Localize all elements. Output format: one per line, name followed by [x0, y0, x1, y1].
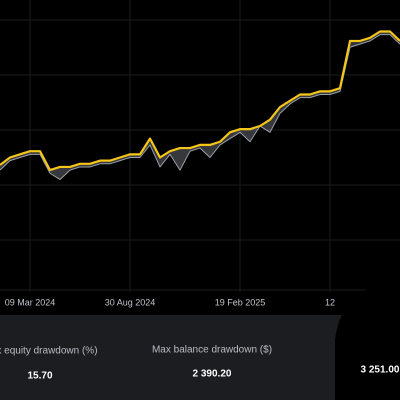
stat-label: Max balance drawdown ($) [152, 345, 272, 356]
x-tick-label: 30 Aug 2024 [105, 297, 156, 307]
balance-line [0, 30, 400, 172]
chart-background [0, 0, 400, 315]
stat-value: 3 251.00 [361, 365, 400, 376]
stat-value: 2 390.20 [193, 369, 232, 380]
stats-panel [0, 315, 400, 400]
plot [0, 0, 400, 292]
equity-line [0, 34, 400, 181]
overlay-shape [335, 285, 400, 400]
stat-label: Max equity drawdown (%) [0, 346, 98, 357]
x-tick-label: 12 [325, 297, 335, 307]
x-tick-label: 09 Mar 2024 [5, 297, 56, 307]
x-tick-label: 19 Feb 2025 [215, 297, 266, 307]
grid [0, 19, 400, 291]
stat-value: 15.70 [27, 371, 52, 382]
